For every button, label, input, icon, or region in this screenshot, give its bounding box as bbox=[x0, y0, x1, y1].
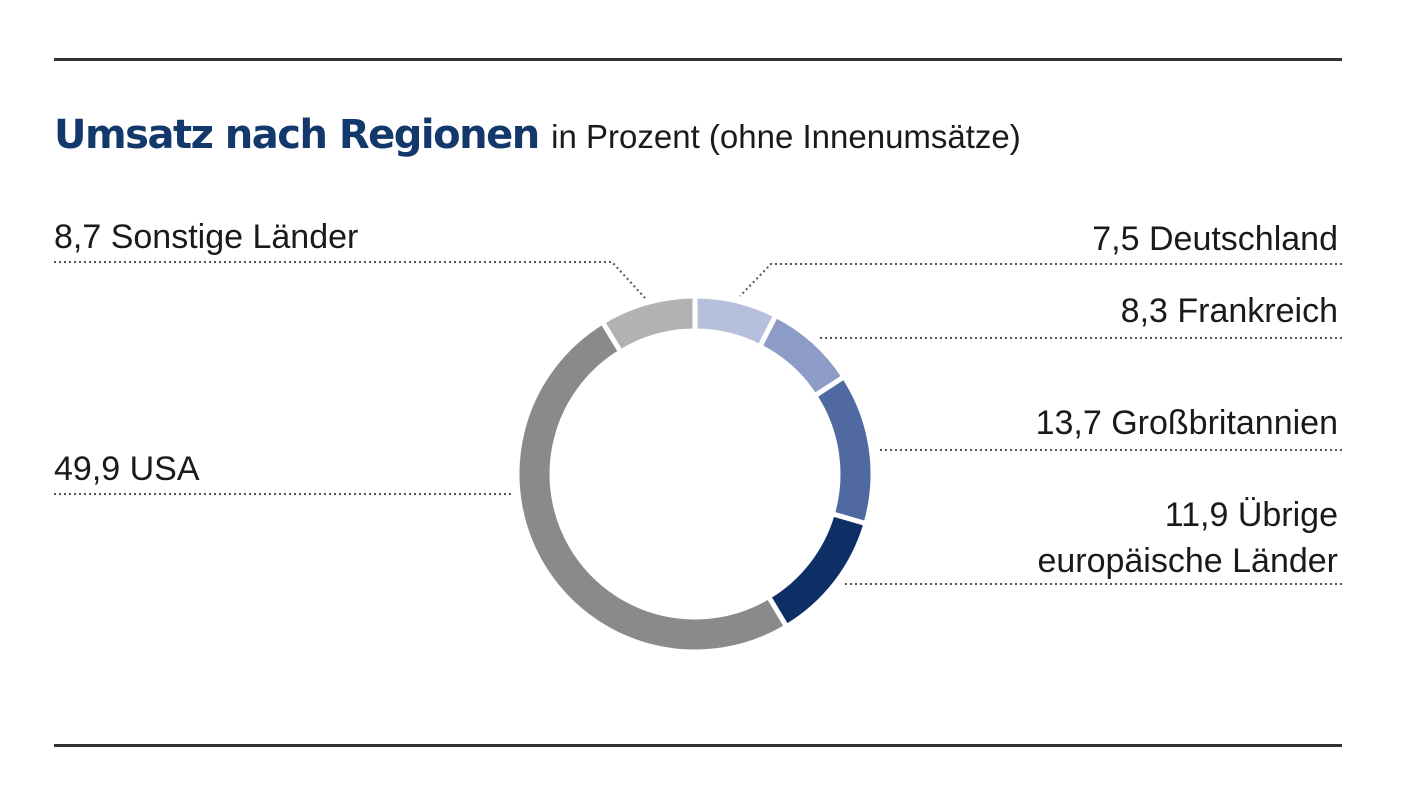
leader-lines bbox=[54, 261, 1342, 585]
donut-slice-3 bbox=[811, 373, 876, 527]
chart-subtitle: in Prozent (ohne Innenumsätze) bbox=[551, 118, 1021, 155]
label-uebrige-line2: europäische Länder bbox=[1037, 542, 1338, 580]
bottom-divider bbox=[54, 744, 1342, 747]
label-grossbritannien: 13,7 Großbritannien bbox=[1035, 404, 1338, 442]
label-sonstige: 8,7 Sonstige Länder bbox=[54, 218, 359, 256]
label-frankreich: 8,3 Frankreich bbox=[1120, 292, 1338, 330]
donut-slice-4 bbox=[765, 510, 870, 631]
chart-title: Umsatz nach Regionen bbox=[54, 112, 540, 158]
label-deutschland: 7,5 Deutschland bbox=[1092, 220, 1338, 258]
leader-line-deutschland bbox=[739, 263, 1342, 297]
donut-slice-6 bbox=[599, 293, 698, 356]
donut-slices bbox=[514, 293, 876, 655]
label-usa: 49,9 USA bbox=[54, 450, 200, 488]
label-uebrige-line1: 11,9 Übrige bbox=[1164, 496, 1338, 534]
donut-slice-5 bbox=[514, 318, 791, 655]
leader-line-sonstige bbox=[54, 261, 646, 299]
top-divider bbox=[54, 58, 1342, 61]
chart-heading: Umsatz nach Regionen in Prozent (ohne In… bbox=[54, 112, 1021, 158]
